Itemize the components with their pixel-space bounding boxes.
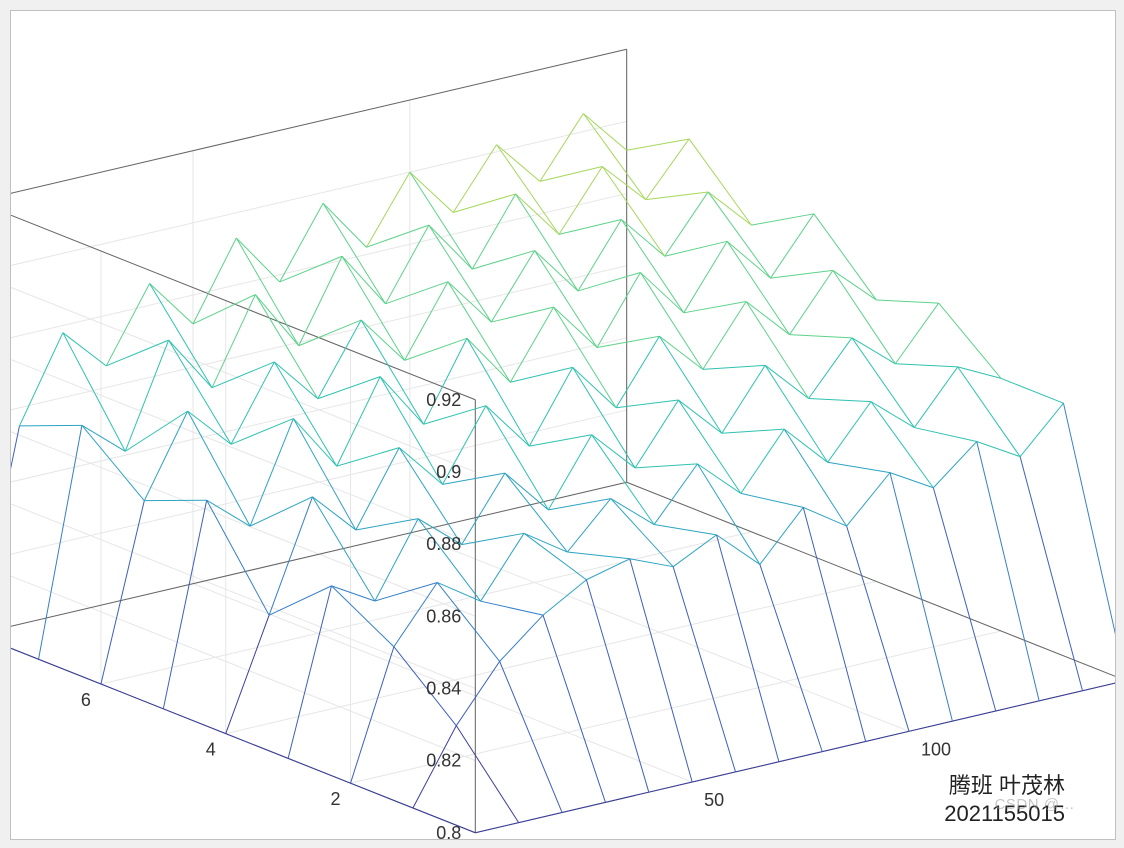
svg-text:0.8: 0.8 xyxy=(436,823,461,839)
svg-text:100: 100 xyxy=(921,739,951,759)
svg-text:0.86: 0.86 xyxy=(426,606,461,626)
svg-text:0.92: 0.92 xyxy=(426,390,461,410)
svg-text:0.88: 0.88 xyxy=(426,534,461,554)
svg-text:0.84: 0.84 xyxy=(426,678,461,698)
svg-text:6: 6 xyxy=(81,690,91,710)
watermark: CSDN @… xyxy=(995,796,1075,813)
svg-text:50: 50 xyxy=(704,790,724,810)
figure-window: 0.80.820.840.860.880.90.9202468050100150… xyxy=(10,10,1116,840)
svg-text:2: 2 xyxy=(331,789,341,809)
mesh3d-plot: 0.80.820.840.860.880.90.9202468050100150 xyxy=(11,11,1115,839)
svg-text:4: 4 xyxy=(206,740,216,760)
svg-text:0.82: 0.82 xyxy=(426,751,461,771)
svg-text:0.9: 0.9 xyxy=(436,462,461,482)
